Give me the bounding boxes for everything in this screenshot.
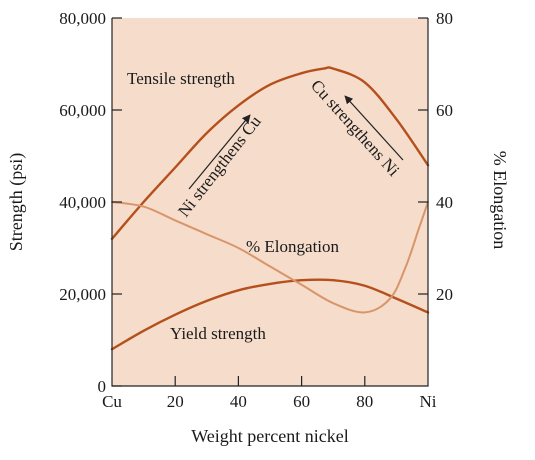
ticks-layer	[112, 17, 428, 387]
y-axis-left-title: Strength (psi)	[6, 153, 27, 252]
y-right-tick-label: 60	[436, 101, 453, 120]
y-axis-right-title: % Elongation	[490, 151, 510, 249]
y-left-tick-label: 0	[98, 377, 107, 396]
y-left-tick-label: 20,000	[59, 285, 106, 304]
x-axis-title: Weight percent nickel	[191, 426, 348, 446]
yield-strength-label: Yield strength	[170, 324, 266, 343]
y-left-tick-label: 60,000	[59, 101, 106, 120]
yield-strength-curve	[110, 278, 430, 351]
elongation-curve	[111, 201, 429, 314]
arrows-layer	[188, 95, 404, 190]
tensile-strength-label: Tensile strength	[127, 69, 235, 88]
plot-area-background	[112, 18, 428, 386]
x-tick-label: 80	[356, 392, 373, 411]
tick-labels-layer: 0 20,000 40,000 60,000 80,000 20 40 60 80 Cu 20 40 6…	[59, 9, 453, 411]
y-right-tick-label: 80	[436, 9, 453, 28]
y-left-tick-label: 40,000	[59, 193, 106, 212]
y-left-tick-label: 80,000	[59, 9, 106, 28]
x-tick-label: Cu	[102, 392, 122, 411]
curves-layer	[110, 66, 430, 351]
cu-strengthens-ni-arrow	[344, 95, 404, 161]
x-tick-label: Ni	[420, 392, 437, 411]
y-right-tick-label: 40	[436, 193, 453, 212]
x-tick-label: 40	[230, 392, 247, 411]
x-tick-label: 20	[167, 392, 184, 411]
x-tick-label: 60	[293, 392, 310, 411]
y-right-tick-label: 20	[436, 285, 453, 304]
elongation-label: % Elongation	[246, 237, 340, 256]
tensile-strength-curve	[110, 66, 430, 240]
ni-strengthens-cu-arrow	[188, 114, 251, 190]
